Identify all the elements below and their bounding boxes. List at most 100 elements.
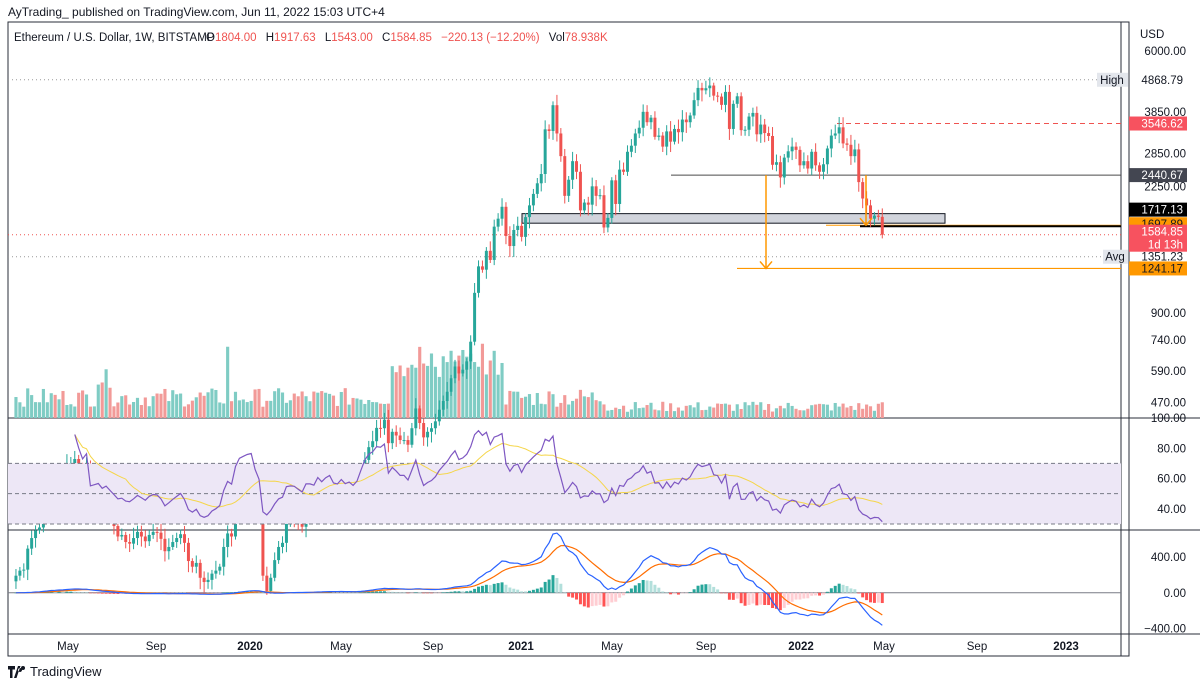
macd-histogram-bar — [688, 592, 692, 593]
candle-body — [853, 149, 857, 157]
macd-histogram-bar — [575, 592, 579, 600]
volume-bar — [190, 400, 194, 418]
candle-body — [622, 169, 626, 172]
macd-histogram-bar — [190, 592, 194, 594]
volume-bar — [429, 353, 434, 418]
macd-histogram-bar — [230, 592, 234, 593]
volume-bar — [535, 393, 539, 418]
volume-bars — [14, 343, 884, 418]
volume-bar — [394, 372, 398, 418]
zone-high-tag: 1717.13 — [1141, 205, 1183, 217]
zone-high-tag-bg — [1129, 202, 1187, 217]
candle-body — [857, 149, 861, 183]
macd-histogram-bar — [669, 592, 673, 595]
volume-bar — [257, 388, 261, 418]
volume-bar — [810, 405, 814, 418]
candle-body — [833, 133, 837, 136]
volume-bar — [637, 408, 641, 418]
candle-body — [520, 225, 524, 237]
macd-histogram-bar — [355, 592, 359, 594]
candle-body — [414, 408, 418, 429]
volume-bar — [786, 402, 790, 418]
volume-bar — [684, 405, 688, 418]
candle-body — [206, 579, 210, 583]
macd-histogram-bar — [771, 592, 775, 609]
volume-bar — [202, 395, 206, 418]
candle-body — [539, 174, 543, 184]
macd-histogram-bar — [810, 592, 814, 596]
macd-histogram-bar — [488, 585, 492, 593]
time-axis[interactable]: May Sep 2020 May Sep 2021 May Sep 2022 May Sep 2023 — [57, 641, 1079, 653]
high-label: H — [266, 32, 274, 44]
candle-body — [175, 538, 179, 543]
candle-body — [402, 440, 406, 442]
macd-histogram-bar — [85, 592, 89, 593]
volume-bar — [81, 390, 85, 418]
volume-bar — [26, 388, 30, 418]
macd-histogram-bar — [818, 592, 822, 596]
macd-histogram-bar — [429, 592, 433, 594]
candle-body — [586, 202, 590, 205]
symbol-title[interactable]: Ethereum / U.S. Dollar, 1W, BITSTAMP — [14, 32, 215, 44]
volume-bar — [324, 392, 328, 418]
macd-histogram-bar — [198, 592, 202, 594]
measured-move-arrow-right-head — [859, 217, 873, 227]
low-value: 1543.00 — [331, 32, 373, 44]
macd-signal-line — [16, 544, 883, 616]
volume-bar — [751, 401, 755, 418]
volume-bar — [155, 393, 159, 418]
candle-body — [496, 218, 500, 227]
avg-value-label: 1351.23 — [1141, 252, 1183, 264]
price-axis[interactable]: USD 6000.00 3850.00 2850.00 2250.00 900.00 740… — [1097, 29, 1187, 636]
candle-body — [821, 164, 825, 172]
macd-histogram-bar — [665, 592, 669, 593]
volume-bar — [512, 391, 516, 418]
macd-histogram-bar — [700, 584, 704, 593]
high-value-label: 4868.79 — [1141, 75, 1183, 87]
macd-histogram-bar — [727, 592, 731, 600]
volume-bar — [296, 396, 300, 418]
candle-body — [700, 87, 704, 91]
macd-histogram-bar — [351, 592, 355, 594]
macd-line — [15, 532, 883, 626]
macd-histogram-bar — [571, 592, 575, 598]
volume-bar — [96, 384, 100, 418]
candle-body — [743, 129, 747, 131]
volume-bar — [441, 356, 445, 418]
volume-bar — [680, 410, 684, 418]
candle-body — [473, 292, 477, 342]
volume-bar — [139, 405, 143, 418]
volume-bar — [708, 406, 712, 418]
volume-bar — [798, 410, 802, 418]
candle-body — [602, 195, 606, 228]
macd-histogram-bar — [555, 577, 559, 593]
author-name[interactable]: AyTrading_ — [8, 5, 69, 19]
macd-histogram-bar — [837, 583, 841, 593]
resistance-tag: 3546.62 — [1141, 119, 1183, 131]
candle-body — [418, 408, 422, 424]
candle-body — [124, 534, 128, 543]
candle-body — [625, 151, 629, 172]
candle-body — [880, 216, 884, 235]
volume-bar — [476, 366, 481, 418]
candle-body — [551, 105, 555, 131]
volume-bar — [618, 409, 622, 418]
volume-bar — [763, 409, 767, 418]
volume-bar — [872, 410, 877, 418]
volume-bar — [770, 411, 775, 418]
volume-bar — [33, 402, 38, 418]
macd-histogram-bar — [872, 592, 876, 603]
time-tick-label: Sep — [967, 641, 987, 653]
candle-body — [594, 186, 598, 196]
support-tag-bg — [1129, 168, 1187, 183]
support-zone-box[interactable] — [521, 213, 946, 224]
macd-histogram-bar — [684, 592, 688, 594]
candle-body — [704, 88, 708, 91]
volume-bar — [375, 402, 379, 418]
volume-bar — [84, 394, 89, 418]
time-tick-label: 2022 — [788, 641, 814, 653]
volume-bar — [128, 404, 132, 418]
rsi-line — [74, 429, 883, 523]
macd-histogram-bar — [457, 591, 461, 593]
